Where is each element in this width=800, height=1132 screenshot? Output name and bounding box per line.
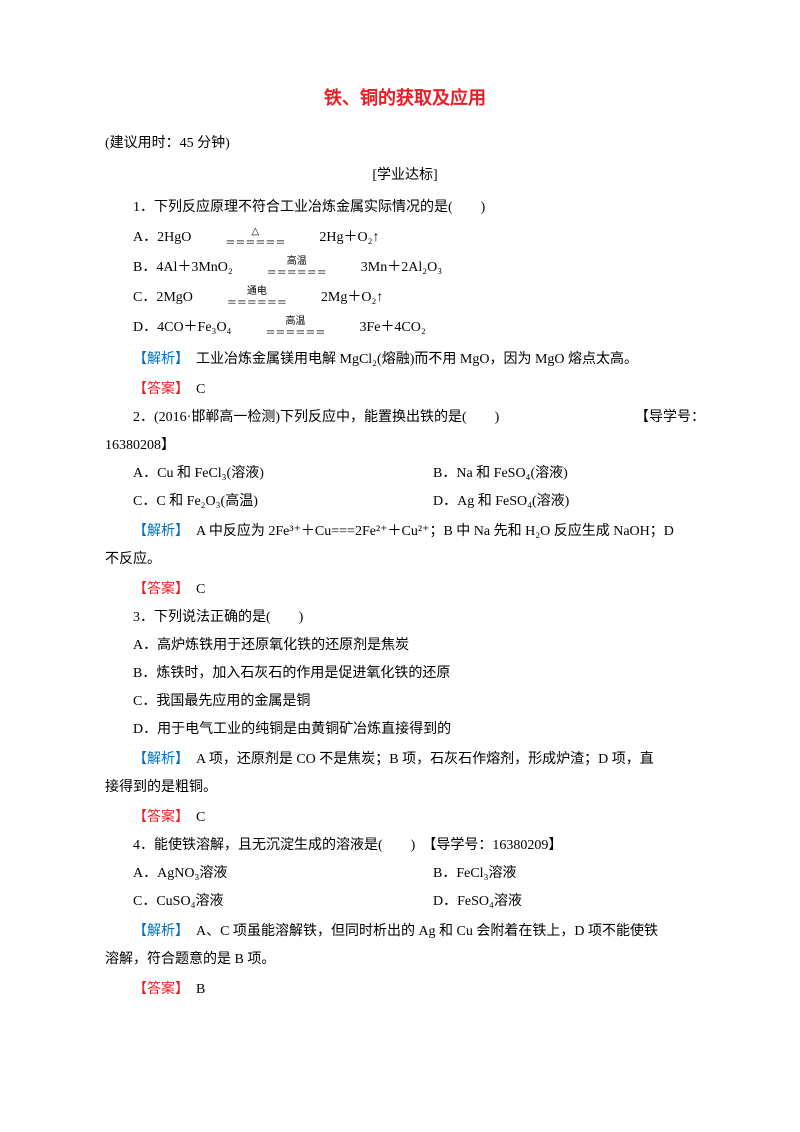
question-4-row-1: A．AgNO₃溶液 B．FeCl₃溶液: [105, 860, 705, 888]
explain-label: 【解析】: [133, 350, 182, 366]
option-label: C．2MgO: [105, 284, 193, 312]
reaction-condition: △ ＝＝＝＝＝＝: [197, 226, 285, 249]
question-2-option-d: D．Ag 和 FeSO₄(溶液): [405, 488, 705, 516]
question-1-option-b: B．4Al＋3MnO₂ 高温 ＝＝＝＝＝＝ 3Mn＋2Al₂O₃: [105, 254, 705, 282]
condition-equals: ＝＝＝＝＝＝: [199, 298, 287, 309]
condition-equals: ＝＝＝＝＝＝: [239, 268, 327, 279]
question-4-option-a: A．AgNO₃溶液: [105, 860, 405, 888]
condition-top: 通电: [219, 286, 267, 297]
question-3-explain-line2: 接得到的是粗铜。: [105, 774, 705, 802]
reaction-condition: 通电 ＝＝＝＝＝＝: [199, 286, 287, 309]
question-4-option-d: D．FeSO₄溶液: [405, 888, 705, 916]
condition-equals: ＝＝＝＝＝＝: [237, 328, 325, 339]
question-2-stem: 2．(2016·邯郸高一检测)下列反应中，能置换出铁的是( ): [105, 404, 635, 432]
question-2-answer: 【答案】 C: [105, 574, 705, 604]
explain-text: A 中反应为 2Fe³⁺＋Cu===2Fe²⁺＋Cu²⁺；B 中 Na 先和 H…: [182, 524, 674, 539]
question-4-row-2: C．CuSO₄溶液 D．FeSO₄溶液: [105, 888, 705, 916]
worksheet-page: 铁、铜的获取及应用 (建议用时：45 分钟) [学业达标] 1．下列反应原理不符…: [0, 0, 800, 1064]
question-3-stem: 3．下列说法正确的是( ): [105, 604, 705, 632]
question-2-row-2: C．C 和 Fe₂O₃(高温) D．Ag 和 FeSO₄(溶液): [105, 488, 705, 516]
answer-text: B: [182, 982, 205, 997]
question-3-option-d: D．用于电气工业的纯铜是由黄铜矿冶炼直接得到的: [105, 716, 705, 744]
question-3-explain-line1: 【解析】 A 项，还原剂是 CO 不是焦炭；B 项，石灰石作熔剂，形成炉渣；D …: [105, 744, 705, 774]
question-3-option-a: A．高炉炼铁用于还原氧化铁的还原剂是焦炭: [105, 632, 705, 660]
question-4-explain-line2: 溶解，符合题意的是 B 项。: [105, 946, 705, 974]
question-1-explain: 【解析】 工业冶炼金属镁用电解 MgCl₂(熔融)而不用 MgO，因为 MgO …: [105, 344, 705, 374]
condition-equals: ＝＝＝＝＝＝: [197, 238, 285, 249]
condition-top: △: [223, 226, 259, 237]
question-1-stem: 1．下列反应原理不符合工业冶炼金属实际情况的是( ): [105, 194, 705, 222]
explain-label: 【解析】: [133, 750, 182, 766]
question-2-row-1: A．Cu 和 FeCl₃(溶液) B．Na 和 FeSO₄(溶液): [105, 460, 705, 488]
question-1-answer: 【答案】 C: [105, 374, 705, 404]
question-2-option-b: B．Na 和 FeSO₄(溶液): [405, 460, 705, 488]
answer-label: 【答案】: [133, 980, 182, 996]
question-1-option-c: C．2MgO 通电 ＝＝＝＝＝＝ 2Mg＋O₂↑: [105, 284, 705, 312]
answer-label: 【答案】: [133, 380, 182, 396]
question-3-option-b: B．炼铁时，加入石灰石的作用是促进氧化铁的还原: [105, 660, 705, 688]
reaction-condition: 高温 ＝＝＝＝＝＝: [237, 316, 325, 339]
option-label: B．4Al＋3MnO₂: [105, 254, 233, 282]
option-product: 3Mn＋2Al₂O₃: [333, 254, 442, 282]
explain-text: 工业冶炼金属镁用电解 MgCl₂(熔融)而不用 MgO，因为 MgO 熔点太高。: [182, 352, 638, 367]
explain-text: A 项，还原剂是 CO 不是焦炭；B 项，石灰石作熔剂，形成炉渣；D 项，直: [182, 752, 654, 767]
explain-label: 【解析】: [133, 922, 182, 938]
reaction-condition: 高温 ＝＝＝＝＝＝: [239, 256, 327, 279]
question-2-stem-row: 2．(2016·邯郸高一检测)下列反应中，能置换出铁的是( ) 【导学号：: [105, 404, 705, 432]
condition-top: 高温: [259, 256, 307, 267]
question-4-explain-line1: 【解析】 A、C 项虽能溶解铁，但同时析出的 Ag 和 Cu 会附着在铁上，D …: [105, 916, 705, 946]
page-title: 铁、铜的获取及应用: [105, 80, 705, 116]
guide-number-label: 【导学号：: [635, 404, 705, 432]
section-label: [学业达标]: [105, 162, 705, 190]
answer-text: C: [182, 582, 205, 597]
option-label: D．4CO＋Fe₃O₄: [105, 314, 231, 342]
question-2-option-c: C．C 和 Fe₂O₃(高温): [105, 488, 405, 516]
question-2-explain-line1: 【解析】 A 中反应为 2Fe³⁺＋Cu===2Fe²⁺＋Cu²⁺；B 中 Na…: [105, 516, 705, 546]
answer-label: 【答案】: [133, 808, 182, 824]
option-label: A．2HgO: [105, 224, 191, 252]
option-product: 2Hg＋O₂↑: [291, 224, 379, 252]
explain-text: A、C 项虽能溶解铁，但同时析出的 Ag 和 Cu 会附着在铁上，D 项不能使铁: [182, 924, 658, 939]
option-product: 3Fe＋4CO₂: [331, 314, 425, 342]
question-3-answer: 【答案】 C: [105, 802, 705, 832]
guide-number-cont: 16380208】: [105, 432, 705, 460]
explain-label: 【解析】: [133, 522, 182, 538]
question-3-option-c: C．我国最先应用的金属是铜: [105, 688, 705, 716]
question-4-option-c: C．CuSO₄溶液: [105, 888, 405, 916]
question-1-option-a: A．2HgO △ ＝＝＝＝＝＝ 2Hg＋O₂↑: [105, 224, 705, 252]
answer-text: C: [182, 810, 205, 825]
time-hint: (建议用时：45 分钟): [105, 130, 705, 158]
question-1-option-d: D．4CO＋Fe₃O₄ 高温 ＝＝＝＝＝＝ 3Fe＋4CO₂: [105, 314, 705, 342]
question-4-option-b: B．FeCl₃溶液: [405, 860, 705, 888]
question-2-explain-line2: 不反应。: [105, 546, 705, 574]
question-4-stem: 4．能使铁溶解，且无沉淀生成的溶液是( ) 【导学号：16380209】: [105, 832, 705, 860]
option-product: 2Mg＋O₂↑: [293, 284, 383, 312]
condition-top: 高温: [257, 316, 305, 327]
answer-text: C: [182, 382, 205, 397]
answer-label: 【答案】: [133, 580, 182, 596]
question-4-answer: 【答案】 B: [105, 974, 705, 1004]
question-2-option-a: A．Cu 和 FeCl₃(溶液): [105, 460, 405, 488]
